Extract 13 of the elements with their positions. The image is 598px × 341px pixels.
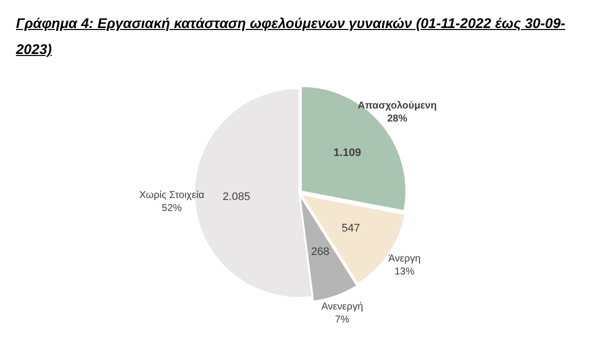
slice-label: Απασχολούμενη	[358, 100, 437, 112]
data-label: 7%	[334, 314, 350, 326]
chart-title: Γράφημα 4: Εργασιακή κατάσταση ωφελούμενων γυναικών (01-11-2022 έως 30-09-2023)	[16, 14, 566, 59]
slice-label: Χωρίς Στοιχεία	[139, 190, 204, 201]
data-label: 52%	[162, 202, 182, 214]
data-label: 28%	[387, 113, 408, 124]
text: 1.109	[334, 147, 362, 160]
text: 547	[342, 222, 360, 234]
slice-label: Άνεργη	[388, 253, 421, 264]
text: 2.085	[222, 190, 250, 203]
data-label: 13%	[394, 266, 415, 278]
text: 268	[311, 246, 330, 258]
slice-label: Ανενεργή	[321, 302, 364, 313]
